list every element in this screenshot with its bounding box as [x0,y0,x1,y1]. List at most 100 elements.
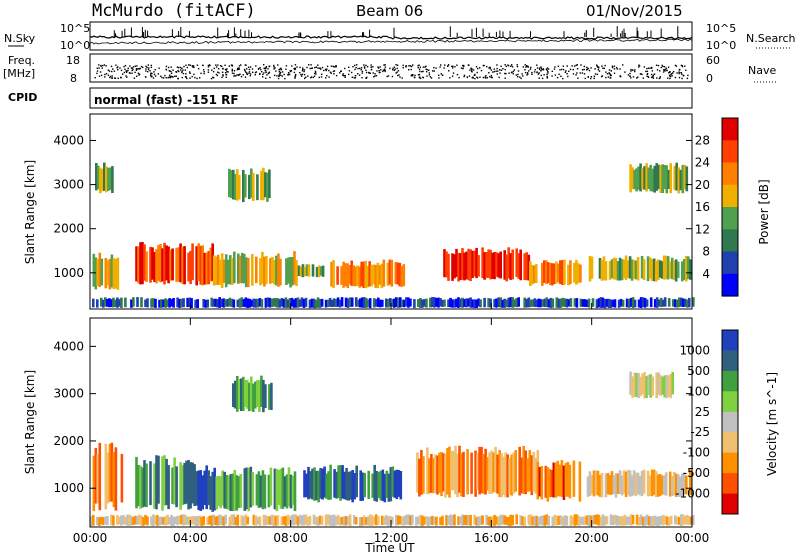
data-cell [533,265,536,284]
data-cell [608,475,612,495]
data-cell [449,297,452,308]
freq-dot [100,64,102,67]
freq-dot [245,71,247,73]
data-cell [658,474,662,496]
freq-dot [377,67,380,69]
freq-strip: Freq. [MHz] 18 8 60 0 Nave [3,53,776,85]
freq-dot [366,76,368,79]
freq-dot [351,71,353,74]
data-cell [364,298,368,308]
data-cell [653,299,657,308]
data-cell [655,372,658,399]
data-cell [505,299,508,307]
data-cell [455,248,458,277]
freq-dot [489,67,491,70]
data-cell [633,372,636,397]
freq-dot [293,71,296,74]
data-cell [598,474,602,497]
freq-dot [646,70,649,73]
freq-dot [486,65,488,68]
freq-dot [540,74,542,77]
freq-dot [651,66,653,69]
data-cell [233,469,237,511]
freq-dot [358,74,361,76]
colorbar-swatch [722,391,738,413]
data-cell [461,248,464,280]
data-cell [631,167,634,190]
data-cell [621,515,625,526]
data-cell [477,298,480,307]
data-cell [504,452,507,498]
nsearch-bot-tick: 10^0 [706,39,736,52]
data-cell [505,516,508,525]
data-cell [471,250,474,278]
freq-dot [150,66,153,69]
freq-dot [196,64,199,66]
freq-dot [233,72,235,75]
data-cell [489,249,492,280]
freq-dot [629,75,631,77]
data-cell [511,297,514,308]
data-cell [541,299,545,307]
freq-dot [265,67,267,69]
freq-dot [217,71,219,73]
freq-dot [365,69,367,71]
data-cell [624,255,628,280]
freq-dot [231,70,233,72]
data-cell [611,515,615,526]
data-cell [367,470,370,499]
freq-dot [244,64,246,66]
data-cell [207,251,210,285]
freq-dot [499,69,501,71]
freq-dot [351,76,353,78]
data-cell [124,297,127,308]
freq-dot [224,72,227,74]
data-cell [657,372,660,395]
freq-dot [96,72,98,75]
freq-dot [538,77,540,79]
freq-dot [134,65,136,67]
freq-dot [149,70,151,72]
freq-dot [196,77,198,80]
data-cell [126,514,129,526]
freq-dot [356,64,358,66]
data-cell [575,514,579,526]
data-cell [315,267,319,278]
data-cell [254,298,258,308]
freq-dot [468,64,470,66]
freq-dot [360,69,362,71]
data-cell [194,516,197,526]
freq-dot [354,68,356,71]
data-cell [521,516,524,526]
freq-dot [361,77,363,79]
data-cell [643,166,646,190]
data-cell [157,455,160,504]
freq-dot [593,77,595,80]
y-tick-label: 4000 [53,133,84,147]
data-cell [459,298,462,308]
freq-dot [225,69,227,71]
freq-dot [610,74,612,76]
data-cell [226,299,230,307]
data-cell [619,516,623,526]
data-cell [275,255,278,286]
data-cell [503,250,506,280]
data-cell [466,449,469,495]
data-cell [122,515,125,525]
freq-dot [483,64,485,67]
freq-dot [438,74,440,76]
data-cell [92,298,95,308]
data-cell [648,475,652,497]
freq-dot [145,68,147,70]
freq-dot [610,77,612,79]
data-cell [355,465,358,498]
freq-dot [144,76,147,78]
data-cell [350,260,353,286]
freq-dot [189,77,191,79]
data-cell [654,471,658,497]
y-tick-label: 3000 [53,178,84,192]
data-cell [385,515,388,525]
freq-dot [402,64,404,67]
freq-dot [608,69,611,71]
